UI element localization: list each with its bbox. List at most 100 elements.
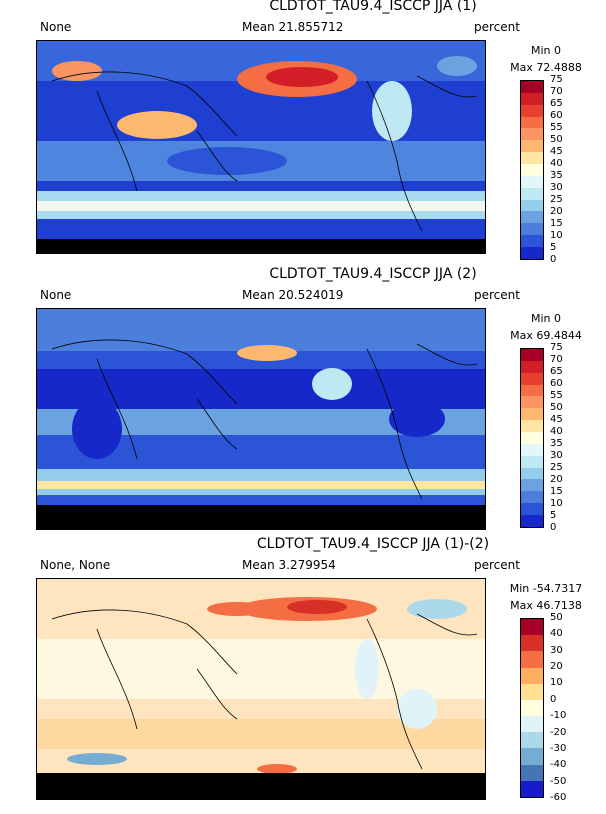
colorbar-segment xyxy=(521,187,543,200)
stats-block: Min 0 Max 72.4888 xyxy=(498,42,594,76)
colorbar-segment xyxy=(521,455,543,468)
colorbar-segment xyxy=(521,81,543,93)
panel-units-label: percent xyxy=(474,288,520,302)
colorbar-segment xyxy=(521,223,543,236)
colorbar-tick-label: 30 xyxy=(550,644,563,656)
panel-mean-label: Mean 3.279954 xyxy=(242,558,336,572)
colorbar-segment xyxy=(521,420,543,433)
colorbar-tick-label: 40 xyxy=(550,158,563,169)
colorbar-tick-label: 50 xyxy=(550,134,563,145)
colorbar-segment xyxy=(521,780,543,797)
colorbar-segment xyxy=(521,384,543,397)
stats-block: Min 0 Max 69.4844 xyxy=(498,310,594,344)
colorbar-segment xyxy=(521,667,543,684)
colorbar-segment xyxy=(521,164,543,176)
colorbar-segment xyxy=(521,491,543,504)
colorbar-tick-label: 10 xyxy=(550,677,563,689)
colorbar-tick-label: 65 xyxy=(550,98,563,109)
colorbar-tick-label: 20 xyxy=(550,661,563,673)
colorbar-segment xyxy=(521,683,543,700)
colorbar xyxy=(520,618,544,798)
panel-title: CLDTOT_TAU9.4_ISCCP JJA (1) xyxy=(269,0,477,14)
colorbar-segment xyxy=(521,479,543,492)
colorbar-tick-label: 10 xyxy=(550,498,563,509)
colorbar-segment xyxy=(521,247,543,259)
max-label: Max 72.4888 xyxy=(510,61,582,74)
colorbar xyxy=(520,80,544,260)
colorbar-tick-label: 70 xyxy=(550,354,563,365)
panel-title: CLDTOT_TAU9.4_ISCCP JJA (2) xyxy=(269,266,477,282)
panel-mean-label: Mean 21.855712 xyxy=(242,20,344,34)
panel-mean-label: Mean 20.524019 xyxy=(242,288,344,302)
colorbar-segment xyxy=(521,349,543,361)
colorbar-tick-label: 15 xyxy=(550,218,563,229)
colorbar-tick-label: 25 xyxy=(550,462,563,473)
colorbar-tick-label: 60 xyxy=(550,378,563,389)
colorbar-tick-label: 15 xyxy=(550,486,563,497)
colorbar-segment xyxy=(521,116,543,129)
min-label: Min 0 xyxy=(530,44,561,57)
colorbar-tick-label: 30 xyxy=(550,182,563,193)
colorbar-segment xyxy=(521,175,543,188)
colorbar-tick-label: 40 xyxy=(550,628,563,640)
colorbar-tick-label: -40 xyxy=(550,759,567,771)
colorbar-segment xyxy=(521,515,543,527)
colorbar-segment xyxy=(521,152,543,165)
colorbar-tick-label: 45 xyxy=(550,414,563,425)
colorbar-tick-label: 55 xyxy=(550,122,563,133)
colorbar-tick-label: 35 xyxy=(550,170,563,181)
colorbar-tick-label: 55 xyxy=(550,390,563,401)
colorbar-segment xyxy=(521,619,543,636)
colorbar xyxy=(520,348,544,528)
colorbar-segment xyxy=(521,408,543,421)
colorbar-segment xyxy=(521,199,543,212)
map-panel-3 xyxy=(36,578,486,800)
colorbar-segment xyxy=(521,764,543,781)
min-label: Min -54.7317 xyxy=(509,582,583,595)
colorbar-tick-label: 65 xyxy=(550,366,563,377)
colorbar-tick-label: -10 xyxy=(550,710,567,722)
colorbar-tick-label: 60 xyxy=(550,110,563,121)
colorbar-tick-label: 50 xyxy=(550,402,563,413)
colorbar-tick-label: 0 xyxy=(550,522,557,533)
colorbar-segment xyxy=(521,396,543,409)
map-panel-1 xyxy=(36,40,486,254)
colorbar-tick-label: 75 xyxy=(550,74,563,85)
colorbar-segment xyxy=(521,92,543,105)
colorbar-tick-label: 20 xyxy=(550,474,563,485)
colorbar-tick-label: 40 xyxy=(550,426,563,437)
colorbar-tick-label: 5 xyxy=(550,242,557,253)
colorbar-tick-label: 70 xyxy=(550,86,563,97)
colorbar-tick-label: -60 xyxy=(550,792,567,803)
colorbar-tick-label: 50 xyxy=(550,612,563,623)
panel-left-label: None xyxy=(40,288,72,302)
colorbar-segment xyxy=(521,467,543,480)
colorbar-segment xyxy=(521,372,543,385)
max-label: Max 46.7138 xyxy=(510,599,582,612)
colorbar-segment xyxy=(521,732,543,749)
colorbar-segment xyxy=(521,235,543,248)
colorbar-segment xyxy=(521,432,543,444)
colorbar-segment xyxy=(521,716,543,733)
colorbar-segment xyxy=(521,211,543,224)
panel-units-label: percent xyxy=(474,558,520,572)
colorbar-tick-label: 25 xyxy=(550,194,563,205)
stats-block: Min -54.7317 Max 46.7138 xyxy=(498,580,594,614)
colorbar-segment xyxy=(521,140,543,153)
colorbar-tick-label: 10 xyxy=(550,230,563,241)
colorbar-tick-label: 0 xyxy=(550,693,557,705)
colorbar-segment xyxy=(521,748,543,765)
colorbar-segment xyxy=(521,104,543,117)
panel-left-label: None xyxy=(40,20,72,34)
colorbar-segment xyxy=(521,635,543,652)
colorbar-tick-label: 45 xyxy=(550,146,563,157)
colorbar-segment xyxy=(521,651,543,668)
colorbar-tick-label: 5 xyxy=(550,510,557,521)
colorbar-tick-label: 20 xyxy=(550,206,563,217)
colorbar-segment xyxy=(521,443,543,456)
colorbar-segment xyxy=(521,699,543,717)
map-panel-2 xyxy=(36,308,486,530)
colorbar-segment xyxy=(521,360,543,373)
panel-title: CLDTOT_TAU9.4_ISCCP JJA (1)-(2) xyxy=(256,536,490,552)
colorbar-tick-label: 30 xyxy=(550,450,563,461)
